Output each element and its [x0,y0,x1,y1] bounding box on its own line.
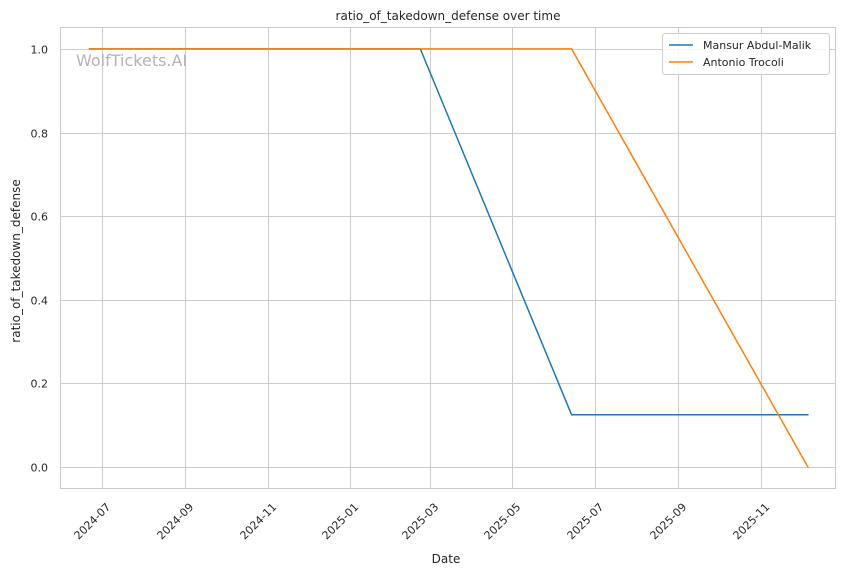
series-line-1 [88,48,809,468]
y-axis-label: ratio_of_takedown_defense [9,179,23,342]
legend-label: Mansur Abdul-Malik [703,39,812,52]
watermark: WolfTickets.AI [76,51,187,70]
series-lines [88,48,809,468]
y-tick-label: 1.0 [31,44,49,57]
legend-box [662,33,830,75]
chart-title: ratio_of_takedown_defense over time [336,9,561,23]
y-tick-labels: 0.0 0.2 0.4 0.6 0.8 1.0 [31,44,49,475]
legend: Mansur Abdul-Malik Antonio Trocoli [662,33,830,75]
y-tick-label: 0.8 [31,128,49,141]
plot-frame [60,27,836,489]
x-axis-label: Date [432,552,461,566]
y-tick-label: 0.4 [31,295,49,308]
legend-label: Antonio Trocoli [703,56,784,69]
y-tick-label: 0.6 [31,211,49,224]
y-tick-label: 0.0 [31,462,49,475]
y-tick-label: 0.2 [31,378,49,391]
